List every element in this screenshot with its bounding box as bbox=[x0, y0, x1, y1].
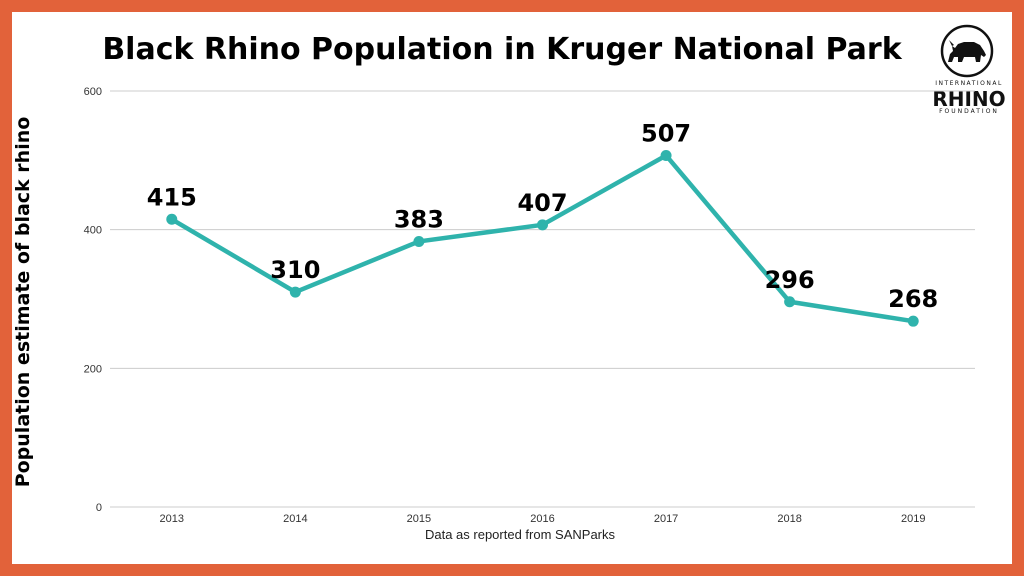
y-tick-label: 600 bbox=[84, 86, 102, 98]
data-label: 268 bbox=[888, 285, 938, 313]
x-tick-label: 2015 bbox=[407, 513, 431, 525]
y-tick-label: 200 bbox=[84, 363, 102, 375]
x-tick-label: 2014 bbox=[283, 513, 307, 525]
logo-text-international: INTERNATIONAL bbox=[935, 80, 1003, 87]
data-label: 415 bbox=[147, 183, 197, 211]
data-point bbox=[537, 219, 548, 231]
rhino-foundation-logo: INTERNATIONAL RHINO FOUNDATION bbox=[930, 22, 1008, 122]
data-point bbox=[660, 149, 672, 161]
rhino-logo-icon bbox=[940, 24, 994, 78]
data-label: 407 bbox=[517, 189, 567, 217]
series-line bbox=[169, 153, 916, 324]
data-point bbox=[289, 286, 301, 298]
data-point bbox=[413, 235, 425, 247]
data-label: 310 bbox=[270, 256, 320, 284]
chart-title: Black Rhino Population in Kruger Nationa… bbox=[102, 32, 902, 67]
x-axis-label: Data as reported from SANParks bbox=[424, 527, 616, 542]
logo-text-foundation: FOUNDATION bbox=[939, 108, 999, 115]
y-axis-label: Population estimate of black rhino bbox=[12, 116, 34, 488]
y-tick-label: 400 bbox=[84, 225, 102, 237]
x-tick-label: 2013 bbox=[160, 513, 184, 525]
y-tick-label: 0 bbox=[96, 502, 102, 514]
x-tick-label: 2017 bbox=[654, 513, 678, 525]
data-label: 507 bbox=[641, 119, 691, 147]
data-label: 383 bbox=[394, 205, 444, 233]
data-label: 296 bbox=[765, 266, 815, 294]
x-tick-label: 2016 bbox=[530, 513, 554, 525]
data-point bbox=[166, 213, 178, 225]
data-point bbox=[907, 315, 919, 327]
x-tick-label: 2018 bbox=[777, 513, 801, 525]
x-tick-label: 2019 bbox=[901, 513, 925, 525]
slide-frame: Black Rhino Population in Kruger Nationa… bbox=[12, 12, 1012, 564]
data-point bbox=[784, 296, 796, 308]
